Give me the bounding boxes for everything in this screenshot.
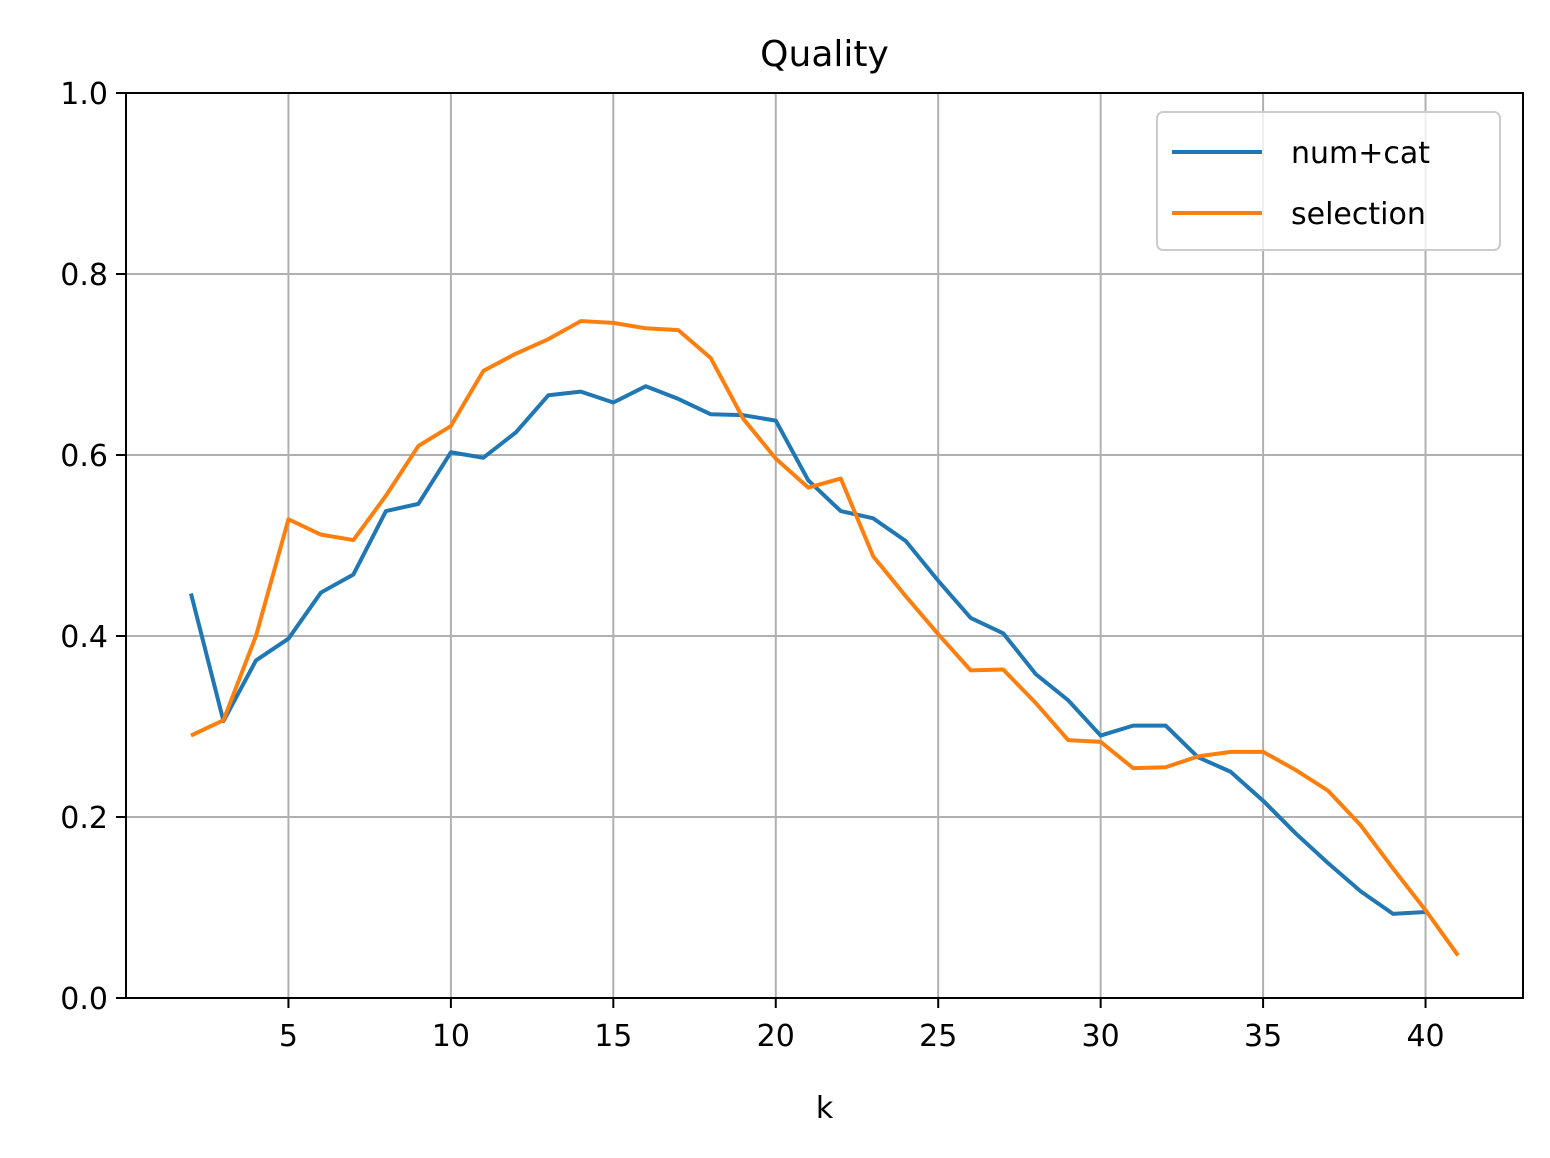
x-tick-label: 30 [1082, 1019, 1120, 1054]
plot-frame [125, 92, 1524, 999]
series-lines [189, 319, 1460, 957]
legend-items: num+cat selection [1172, 136, 1430, 232]
series-line-1 [189, 384, 1426, 916]
x-tick-label: 15 [594, 1019, 632, 1054]
x-tick-label: 40 [1406, 1019, 1444, 1054]
y-tick-label: 1.0 [60, 77, 108, 112]
legend-label-2: selection [1291, 197, 1426, 232]
series-line-2 [190, 319, 1460, 957]
y-tick-label: 0.2 [60, 801, 108, 836]
x-tick-label: 5 [279, 1019, 298, 1054]
x-tick-label: 20 [757, 1019, 795, 1054]
x-axis-label: k [816, 1091, 834, 1126]
chart-title: Quality [760, 34, 889, 75]
x-tick-label: 35 [1244, 1019, 1282, 1054]
axis-ticks: 5 10 15 20 25 30 35 40 0.0 0.2 0.4 0.6 0.8 1.0 [60, 77, 1444, 1054]
y-tick-label: 0.8 [60, 258, 108, 293]
x-tick-label: 10 [432, 1019, 470, 1054]
y-tick-label: 0.6 [60, 439, 108, 474]
legend-box [1156, 111, 1501, 251]
x-tick-label: 25 [919, 1019, 957, 1054]
legend-label-1: num+cat [1291, 136, 1430, 171]
y-tick-label: 0.4 [60, 620, 108, 655]
legend: num+cat selection [1156, 111, 1501, 251]
y-tick-label: 0.0 [60, 982, 108, 1017]
